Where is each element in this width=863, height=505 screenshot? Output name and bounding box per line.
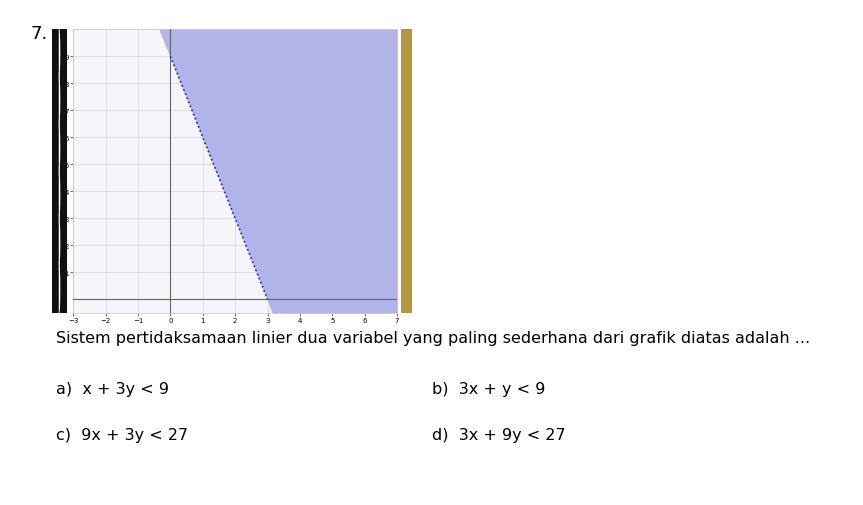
Wedge shape [59,120,60,176]
Text: c)  9x + 3y < 27: c) 9x + 3y < 27 [56,427,188,442]
Wedge shape [59,167,60,224]
Wedge shape [59,73,60,129]
Text: d)  3x + 9y < 27: d) 3x + 9y < 27 [432,427,565,442]
Text: a)  x + 3y < 9: a) x + 3y < 9 [56,381,169,396]
Wedge shape [59,214,60,271]
Text: Sistem pertidaksamaan linier dua variabel yang paling sederhana dari grafik diat: Sistem pertidaksamaan linier dua variabe… [56,331,810,346]
Wedge shape [59,26,60,82]
Wedge shape [59,261,60,318]
Text: 7.: 7. [30,25,47,43]
Text: b)  3x + y < 9: b) 3x + y < 9 [432,381,545,396]
